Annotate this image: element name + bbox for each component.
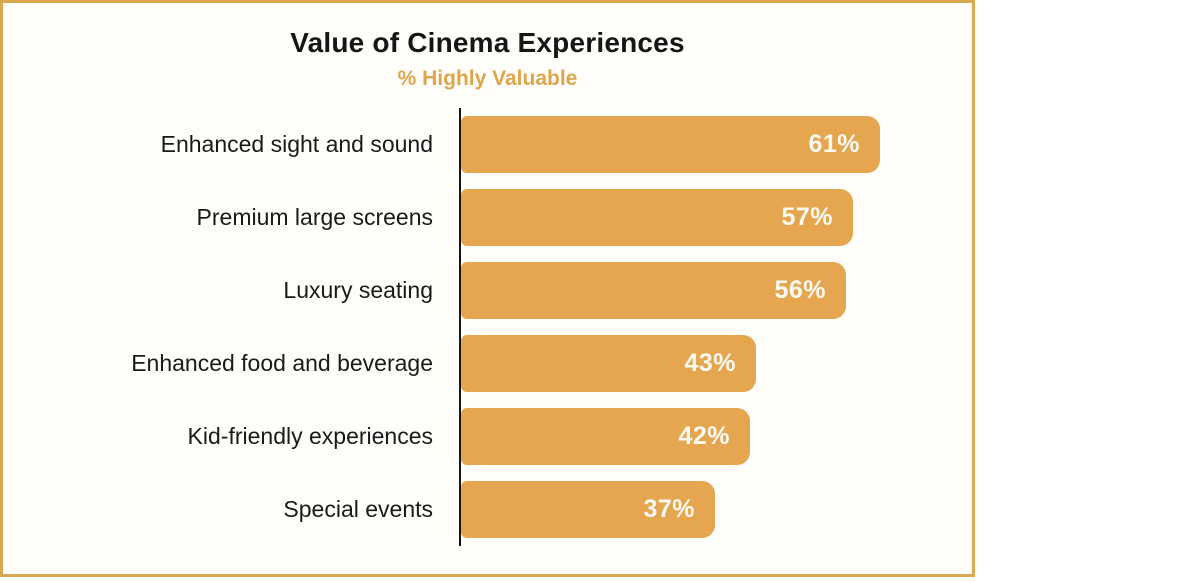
value-label: 43% [684,349,736,377]
value-label: 56% [774,276,826,304]
chart-row: Special events 37% [3,473,972,546]
bar-chart: Enhanced sight and sound 61% Premium large… [3,108,972,546]
value-label: 42% [678,422,730,450]
category-label: Luxury seating [283,277,433,303]
category-label: Enhanced sight and sound [160,131,433,157]
bar: 37% [461,481,715,538]
chart-title: Value of Cinema Experiences [290,27,685,58]
bar: 56% [461,262,846,319]
bar: 43% [461,335,756,392]
bar: 57% [461,189,853,246]
value-label: 37% [643,495,695,523]
value-label: 57% [781,203,833,231]
bar: 61% [461,116,880,173]
category-label: Kid-friendly experiences [187,423,433,449]
category-label: Premium large screens [196,204,433,230]
chart-row: Enhanced sight and sound 61% [3,108,972,181]
chart-row: Premium large screens 57% [3,181,972,254]
category-label: Special events [283,496,433,522]
value-label: 61% [808,130,860,158]
chart-row: Enhanced food and beverage 43% [3,327,972,400]
bar: 42% [461,408,750,465]
y-axis-line [459,108,461,546]
chart-subtitle: % Highly Valuable [397,67,578,90]
bar-rows: Enhanced sight and sound 61% Premium large… [3,108,972,546]
chart-row: Luxury seating 56% [3,254,972,327]
chart-card: Value of Cinema Experiences % Highly Val… [0,0,975,577]
chart-row: Kid-friendly experiences 42% [3,400,972,473]
category-label: Enhanced food and beverage [131,350,433,376]
